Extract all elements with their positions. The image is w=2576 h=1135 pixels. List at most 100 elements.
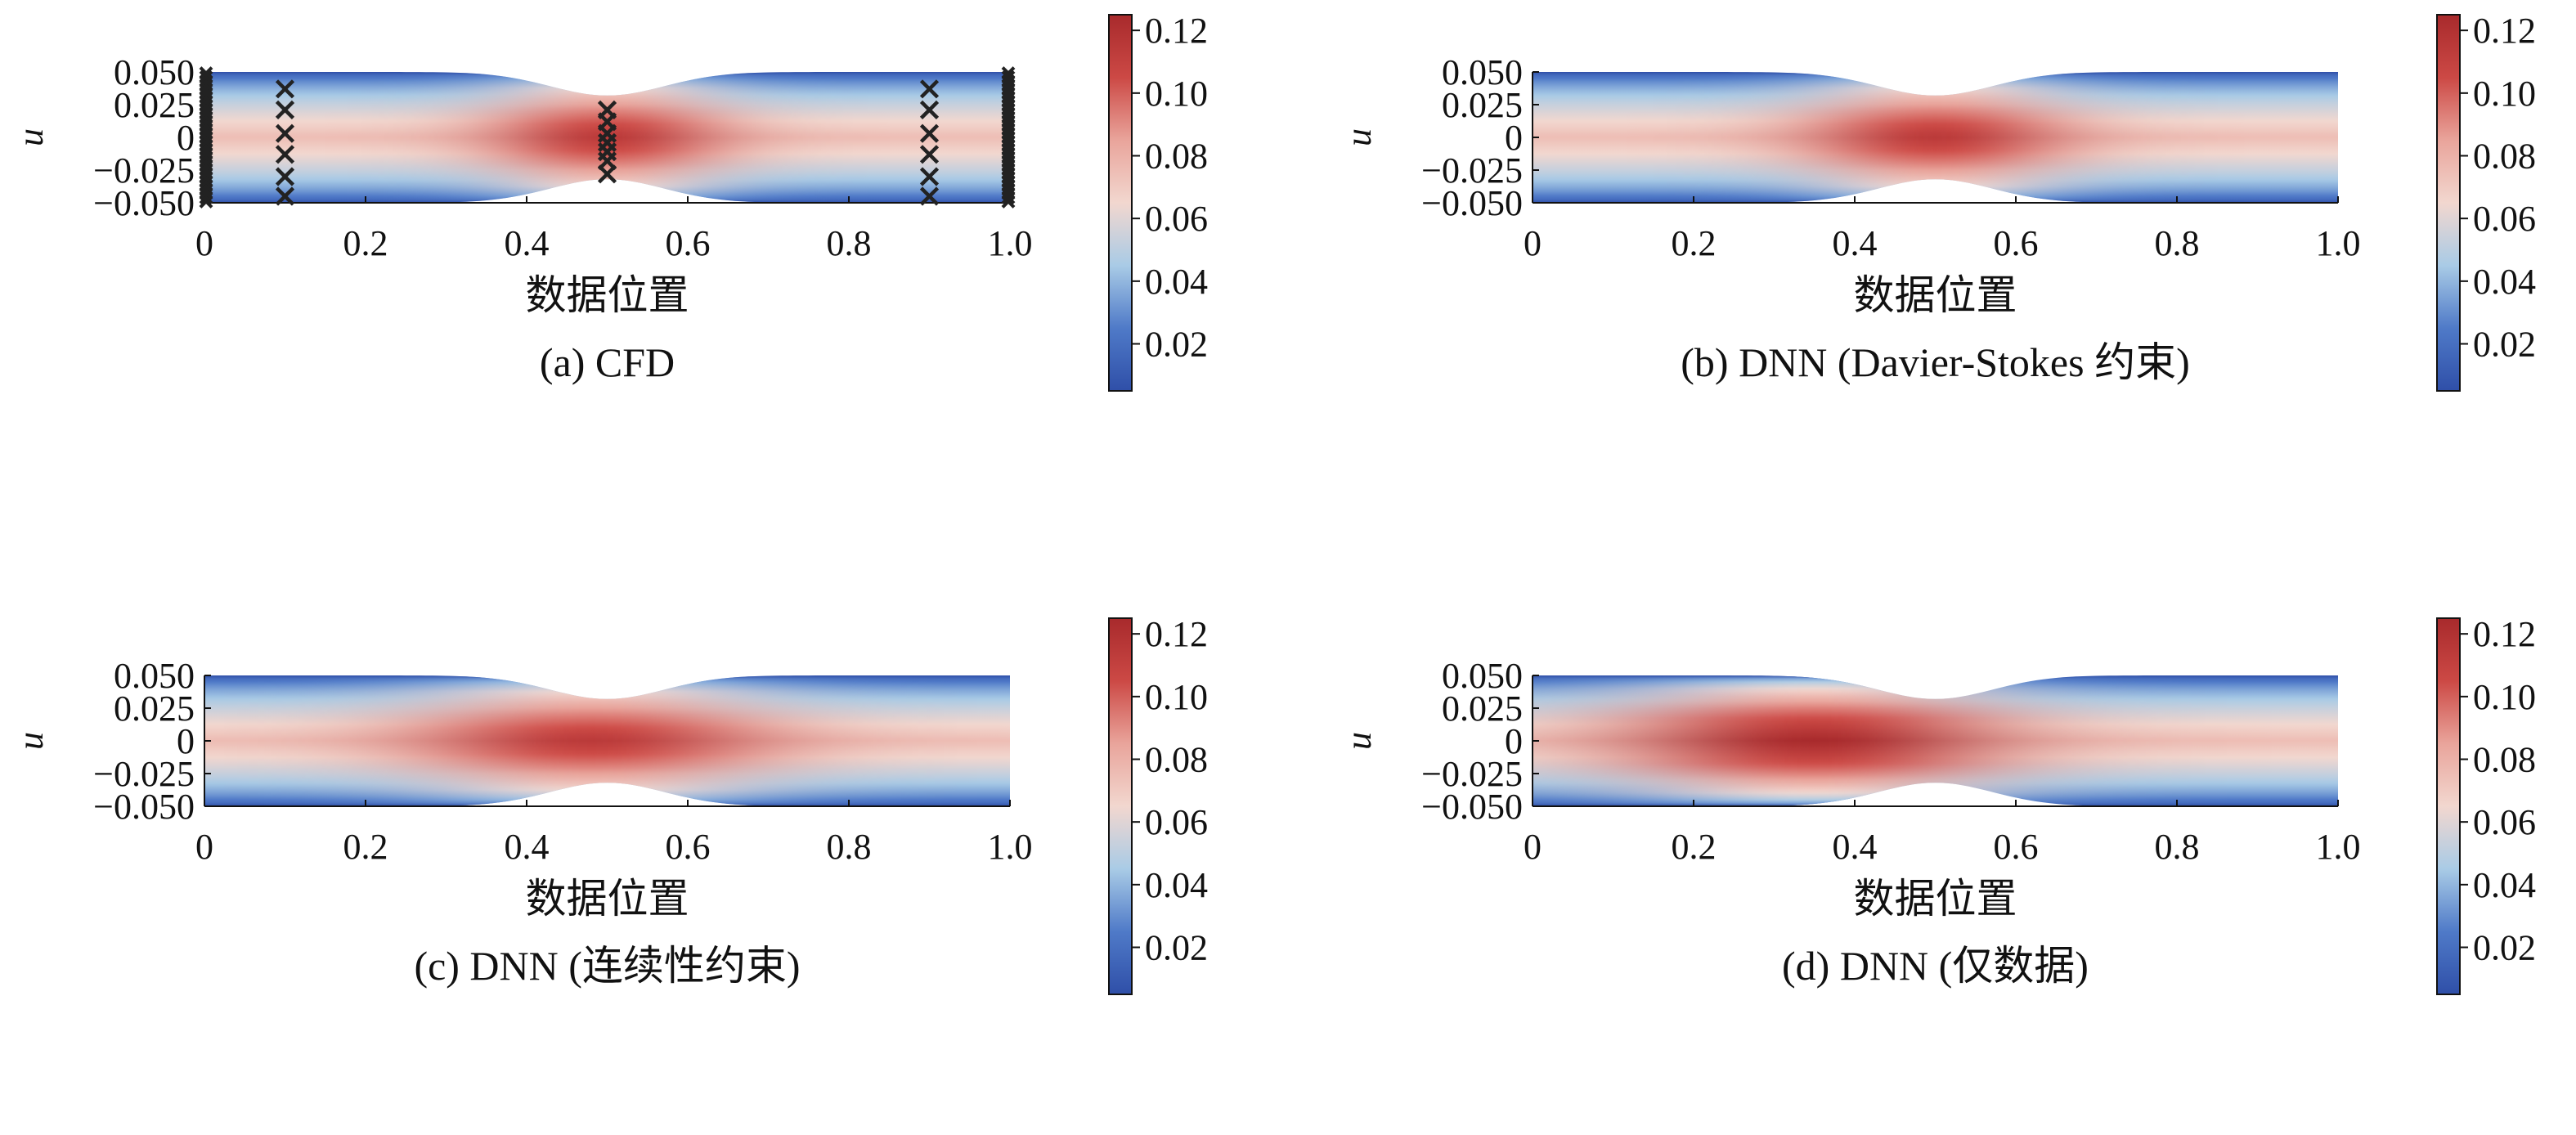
x-axis-label: 数据位置 xyxy=(526,272,689,318)
colorbar-tick-label: 0.12 xyxy=(2473,614,2536,654)
y-tick-label: −0.025 xyxy=(1421,150,1523,191)
x-tick-label: 0.6 xyxy=(666,827,711,867)
colorbar-scale xyxy=(2436,617,2461,995)
x-tick-label: 1.0 xyxy=(988,827,1033,867)
boundary-point-marker xyxy=(1001,66,1016,81)
chart-panel-3: 0 0.2 0.4 0.6 0.8 1.00.0500.0250−0.025−0.050u… xyxy=(11,614,1208,995)
y-tick-label: 0.025 xyxy=(114,689,195,729)
colorbar-tick-label: 0.10 xyxy=(2473,677,2536,717)
x-tick-label: 0.8 xyxy=(827,827,872,867)
colorbar-scale xyxy=(2436,14,2461,392)
panel-caption: (c) DNN (连续性约束) xyxy=(414,943,800,989)
colorbar-tick-label: 0.12 xyxy=(1145,614,1208,654)
boundary-point-marker xyxy=(199,70,213,84)
x-tick-label: 0.4 xyxy=(505,827,550,867)
colorbar-tick-label: 0.10 xyxy=(1145,74,1208,114)
x-tick-label: 0 xyxy=(1524,223,1542,263)
field-peak xyxy=(1533,675,2338,806)
y-axis-label: u xyxy=(11,732,51,750)
x-axis-label: 数据位置 xyxy=(1854,876,2017,922)
sample-point-marker xyxy=(919,167,940,186)
colorbar-tick-label: 0.12 xyxy=(2473,11,2536,51)
colorbar: 0.12 0.10 0.08 0.06 0.04 0.02 xyxy=(1108,11,1208,392)
x-tick-label: 0.6 xyxy=(1994,827,2039,867)
x-tick-label: 0.4 xyxy=(505,223,550,263)
colorbar-tick-label: 0.08 xyxy=(2473,740,2536,780)
chart-panel-1: 0 0.2 0.4 0.6 0.8 1.00.0500.0250−0.025−0.050u… xyxy=(11,11,1208,392)
x-tick-label: 0.8 xyxy=(827,223,872,263)
x-tick-label: 0 xyxy=(195,827,213,867)
velocity-field xyxy=(204,675,1010,806)
sample-point-marker xyxy=(275,145,295,164)
colorbar-scale xyxy=(1108,14,1133,392)
panel-caption: (b) DNN (Davier-Stokes 约束) xyxy=(1681,339,2189,385)
sample-point-marker xyxy=(919,79,940,99)
x-tick-label: 0.2 xyxy=(343,827,388,867)
sample-point-marker xyxy=(275,186,295,206)
colorbar-tick-label: 0.12 xyxy=(1145,11,1208,51)
chart-panel-4: 0 0.2 0.4 0.6 0.8 1.00.0500.0250−0.025−0.050u… xyxy=(1339,614,2536,995)
boundary-point-marker xyxy=(199,66,213,81)
x-tick-label: 0 xyxy=(195,223,213,263)
colorbar: 0.12 0.10 0.08 0.06 0.04 0.02 xyxy=(2436,614,2536,995)
colorbar-tick-label: 0.06 xyxy=(1145,199,1208,239)
velocity-field xyxy=(1533,675,2338,806)
chart-panel-2: 0 0.2 0.4 0.6 0.8 1.00.0500.0250−0.025−0.050u… xyxy=(1339,11,2536,392)
colorbar-tick-label: 0.10 xyxy=(2473,74,2536,114)
sample-point-marker xyxy=(597,164,617,184)
colorbar-tick-label: 0.02 xyxy=(1145,928,1208,968)
colorbar-tick-label: 0.04 xyxy=(2473,262,2536,302)
colorbar-tick-label: 0.02 xyxy=(1145,325,1208,365)
colorbar-tick-label: 0.08 xyxy=(1145,740,1208,780)
field-peak xyxy=(204,72,1010,203)
colorbar-tick-label: 0.04 xyxy=(1145,865,1208,905)
y-tick-label: 0 xyxy=(1505,721,1523,761)
x-tick-label: 0 xyxy=(1524,827,1542,867)
x-tick-label: 0.4 xyxy=(1833,223,1878,263)
x-tick-label: 0.2 xyxy=(1672,223,1717,263)
sample-point-marker xyxy=(919,145,940,164)
colorbar-tick-label: 0.06 xyxy=(2473,199,2536,239)
colorbar-tick-label: 0.08 xyxy=(2473,137,2536,177)
y-tick-label: −0.050 xyxy=(1421,183,1523,223)
y-tick-label: 0.050 xyxy=(1442,656,1523,696)
x-tick-label: 0.2 xyxy=(343,223,388,263)
colorbar: 0.12 0.10 0.08 0.06 0.04 0.02 xyxy=(1108,614,1208,995)
x-tick-label: 1.0 xyxy=(2316,827,2361,867)
colorbar-tick-label: 0.06 xyxy=(1145,802,1208,842)
panel-caption: (a) CFD xyxy=(540,339,675,385)
y-tick-label: 0.025 xyxy=(114,85,195,125)
y-tick-label: 0.050 xyxy=(114,52,195,92)
x-tick-label: 0.6 xyxy=(1994,223,2039,263)
sample-point-marker xyxy=(919,123,940,143)
x-tick-label: 0.8 xyxy=(2155,223,2200,263)
y-tick-label: −0.025 xyxy=(93,150,195,191)
sample-point-marker xyxy=(275,79,295,99)
colorbar-tick-label: 0.04 xyxy=(2473,865,2536,905)
y-tick-label: 0 xyxy=(1505,118,1523,158)
y-tick-label: −0.050 xyxy=(93,787,195,827)
x-axis-label: 数据位置 xyxy=(526,876,689,922)
sample-point-marker xyxy=(919,100,940,119)
colorbar: 0.12 0.10 0.08 0.06 0.04 0.02 xyxy=(2436,11,2536,392)
sample-point-marker xyxy=(275,167,295,186)
colorbar-tick-label: 0.02 xyxy=(2473,928,2536,968)
field-peak xyxy=(204,675,1010,806)
field-peak xyxy=(1533,72,2338,203)
boundary-point-marker xyxy=(1001,70,1016,84)
x-tick-label: 1.0 xyxy=(2316,223,2361,263)
velocity-field xyxy=(204,72,1010,203)
colorbar-tick-label: 0.10 xyxy=(1145,677,1208,717)
x-tick-label: 0.8 xyxy=(2155,827,2200,867)
y-tick-label: −0.025 xyxy=(93,754,195,794)
y-tick-label: 0.050 xyxy=(114,656,195,696)
x-tick-label: 1.0 xyxy=(988,223,1033,263)
y-tick-label: −0.025 xyxy=(1421,754,1523,794)
y-tick-label: −0.050 xyxy=(93,183,195,223)
colorbar-tick-label: 0.04 xyxy=(1145,262,1208,302)
panel-caption: (d) DNN (仅数据) xyxy=(1782,943,2089,989)
y-axis-label: u xyxy=(1339,732,1379,750)
y-tick-label: 0.050 xyxy=(1442,52,1523,92)
colorbar-tick-label: 0.08 xyxy=(1145,137,1208,177)
